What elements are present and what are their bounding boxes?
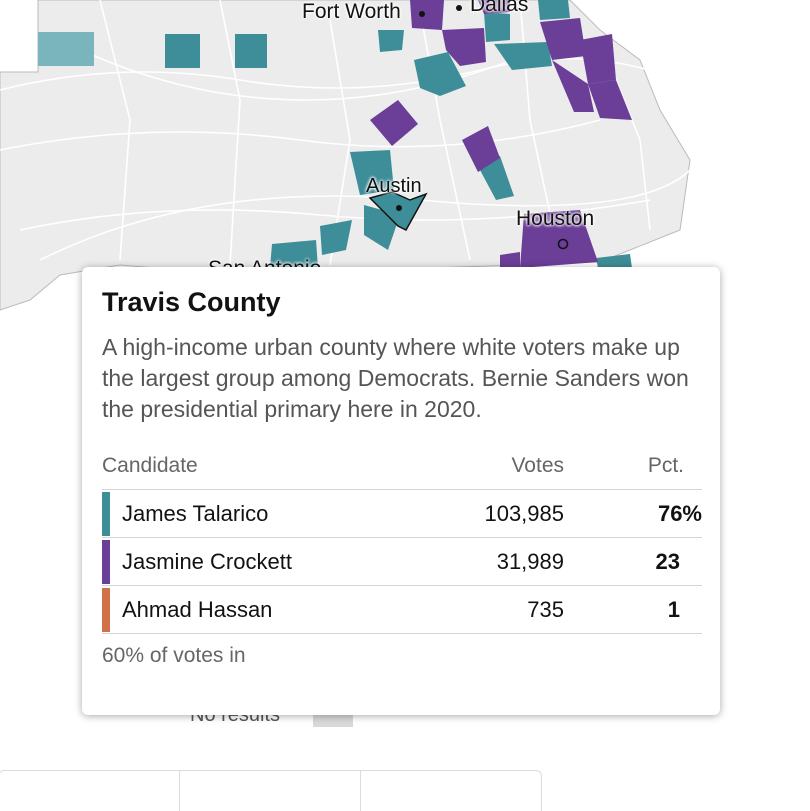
county-name: Travis County xyxy=(102,287,281,317)
candidate-name: James Talarico xyxy=(110,489,364,539)
city-label-dallas: Dallas xyxy=(470,0,529,16)
county-polygon[interactable] xyxy=(165,34,200,68)
candidate-color-swatch xyxy=(102,587,110,632)
candidate-color-swatch xyxy=(102,539,110,584)
county-polygon[interactable] xyxy=(484,12,510,42)
county-polygon[interactable] xyxy=(520,210,598,268)
county-polygon[interactable] xyxy=(235,34,267,68)
county-polygon[interactable] xyxy=(588,80,632,120)
county-polygon[interactable] xyxy=(494,42,552,70)
county-polygon[interactable] xyxy=(500,252,520,268)
counties-crockett[interactable] xyxy=(370,0,632,268)
county-polygon[interactable] xyxy=(410,0,444,30)
bottom-tab[interactable] xyxy=(180,771,361,811)
county-polygon[interactable] xyxy=(480,156,514,200)
houston-dot xyxy=(557,238,569,250)
table-row: James Talarico 103,985 76% xyxy=(102,489,702,539)
candidate-name: Ahmad Hassan xyxy=(110,585,364,635)
city-label-austin: Austin xyxy=(366,175,422,197)
fort-worth-dot xyxy=(419,11,425,17)
county-polygon[interactable] xyxy=(552,60,594,112)
city-label-fort-worth: Fort Worth xyxy=(302,0,401,23)
travis-county-outline[interactable] xyxy=(368,191,428,231)
bottom-tab[interactable] xyxy=(361,771,541,811)
county-polygon[interactable] xyxy=(538,0,570,20)
county-polygon[interactable] xyxy=(270,240,318,268)
results-header-row: Candidate Votes Pct. xyxy=(102,443,702,491)
bottom-tab-bar xyxy=(0,770,542,811)
header-votes: Votes xyxy=(364,443,564,491)
header-pct: Pct. xyxy=(564,443,702,491)
dallas-dot xyxy=(456,5,462,11)
votes-reporting-note: 60% of votes in xyxy=(102,644,246,668)
county-polygon[interactable] xyxy=(580,34,616,84)
candidate-votes: 735 xyxy=(364,585,564,635)
county-polygon[interactable] xyxy=(370,100,418,146)
county-polygon[interactable] xyxy=(378,30,404,52)
city-label-houston: Houston xyxy=(516,207,595,230)
county-polygon[interactable] xyxy=(350,150,394,195)
county-polygon[interactable] xyxy=(540,18,586,60)
county-polygon[interactable] xyxy=(320,220,352,255)
candidate-pct: 76% xyxy=(564,489,702,539)
counties-talarico[interactable] xyxy=(38,0,632,268)
candidate-votes: 31,989 xyxy=(364,537,564,587)
candidate-pct: 23 xyxy=(564,537,702,587)
candidate-color-swatch xyxy=(102,491,110,536)
county-polygon[interactable] xyxy=(478,0,510,14)
table-row: Ahmad Hassan 735 1 xyxy=(102,585,702,635)
county-polygon[interactable] xyxy=(442,28,486,66)
candidate-pct: 1 xyxy=(564,585,702,635)
county-polygon[interactable] xyxy=(462,126,500,172)
austin-dot xyxy=(396,205,402,211)
header-candidate: Candidate xyxy=(102,443,364,491)
county-description: A high-income urban county where white v… xyxy=(102,334,689,423)
table-row: Jasmine Crockett 31,989 23 xyxy=(102,537,702,587)
county-polygon[interactable] xyxy=(38,32,94,66)
county-tooltip: Travis County A high-income urban county… xyxy=(82,267,720,715)
bottom-tab[interactable] xyxy=(0,771,180,811)
county-polygon[interactable] xyxy=(596,254,632,268)
results-table: Candidate Votes Pct. James Talarico 103,… xyxy=(102,443,702,635)
county-polygon[interactable] xyxy=(414,52,466,96)
map-canvas[interactable] xyxy=(0,0,810,794)
city-markers xyxy=(396,5,569,250)
candidate-name: Jasmine Crockett xyxy=(110,537,364,587)
candidate-votes: 103,985 xyxy=(364,489,564,539)
